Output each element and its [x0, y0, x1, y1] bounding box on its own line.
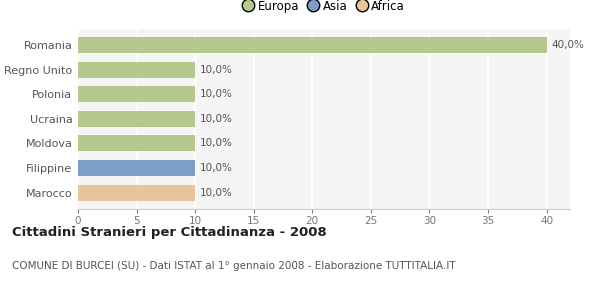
- Text: COMUNE DI BURCEI (SU) - Dati ISTAT al 1° gennaio 2008 - Elaborazione TUTTITALIA.: COMUNE DI BURCEI (SU) - Dati ISTAT al 1°…: [12, 261, 455, 271]
- Bar: [78, 135, 195, 151]
- Text: 10,0%: 10,0%: [200, 65, 233, 75]
- Text: 10,0%: 10,0%: [200, 114, 233, 124]
- Text: 40,0%: 40,0%: [551, 40, 584, 50]
- Bar: [78, 37, 547, 53]
- Text: 10,0%: 10,0%: [200, 163, 233, 173]
- Bar: [78, 62, 195, 78]
- Bar: [78, 160, 195, 176]
- Bar: [78, 111, 195, 127]
- Bar: [78, 86, 195, 102]
- Text: 10,0%: 10,0%: [200, 89, 233, 99]
- Text: 10,0%: 10,0%: [200, 188, 233, 198]
- Text: Cittadini Stranieri per Cittadinanza - 2008: Cittadini Stranieri per Cittadinanza - 2…: [12, 226, 327, 239]
- Text: 10,0%: 10,0%: [200, 139, 233, 148]
- Legend: Europa, Asia, Africa: Europa, Asia, Africa: [239, 0, 409, 18]
- Bar: [78, 185, 195, 201]
